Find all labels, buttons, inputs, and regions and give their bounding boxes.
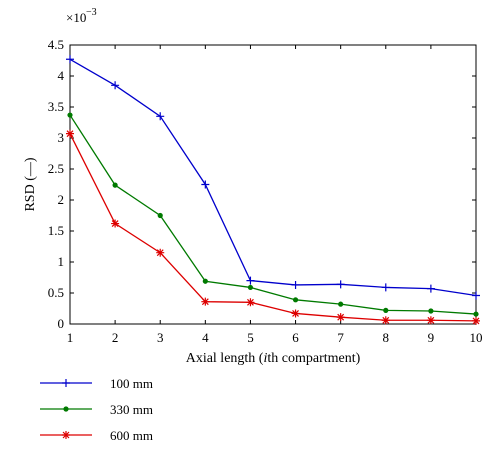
dot-marker <box>67 112 73 118</box>
series-0 <box>66 55 480 300</box>
star-marker <box>381 316 390 325</box>
y-tick-label: 1 <box>58 254 65 269</box>
y-tick-label: 1.5 <box>48 223 64 238</box>
star-marker <box>246 298 255 307</box>
series-layer <box>66 55 480 325</box>
plus-marker <box>246 276 255 285</box>
y-axis-multiplier: ×10 −3 <box>66 7 97 25</box>
x-tick-label: 4 <box>202 330 209 345</box>
plus-marker <box>336 280 345 289</box>
x-tick-label: 3 <box>157 330 164 345</box>
series-1 <box>67 112 479 317</box>
series-2 <box>66 129 480 325</box>
star-marker <box>426 316 435 325</box>
y-axis-label: RSD (—) <box>23 157 38 211</box>
series-line <box>69 58 477 297</box>
plus-marker <box>111 81 120 90</box>
x-axis-label-italic: i <box>263 351 267 366</box>
legend-label: 600 mm <box>110 428 153 443</box>
x-tick-label: 6 <box>292 330 299 345</box>
star-marker <box>472 316 480 325</box>
y-multiplier-base: ×10 <box>66 10 86 25</box>
y-tick-label: 4.5 <box>48 37 64 52</box>
legend-label: 330 mm <box>110 402 153 417</box>
y-tick-label: 0 <box>58 316 65 331</box>
dot-marker <box>292 297 299 303</box>
y-multiplier-exponent: −3 <box>86 7 97 18</box>
plot-area-frame <box>69 44 477 325</box>
plus-marker <box>472 291 480 300</box>
plus-marker <box>291 280 300 289</box>
legend-item: 600 mm <box>40 428 153 443</box>
legend: 100 mm 330 mm 600 mm <box>40 376 153 443</box>
plus-marker <box>156 112 165 121</box>
dot-marker <box>202 278 208 284</box>
x-tick-label: 5 <box>247 330 254 345</box>
dot-marker <box>112 182 118 188</box>
dot-marker <box>338 301 344 307</box>
y-tick-label: 3.5 <box>48 99 64 114</box>
x-tick-label: 8 <box>383 330 390 345</box>
series-line <box>69 114 477 315</box>
star-marker <box>291 309 300 318</box>
x-tick-label: 1 <box>67 330 74 345</box>
plus-marker <box>201 180 210 189</box>
star-marker <box>111 219 120 228</box>
y-tick-label: 4 <box>58 68 65 83</box>
x-axis-label-part1: Axial length ( <box>186 351 264 366</box>
x-axis-label-part2: th compartment) <box>267 351 360 366</box>
dot-marker <box>383 307 389 313</box>
series-line <box>69 133 477 322</box>
star-marker <box>66 129 74 138</box>
x-tick-label: 7 <box>337 330 344 345</box>
legend-item: 100 mm <box>40 376 153 391</box>
plus-marker <box>381 283 390 292</box>
star-marker <box>156 248 165 257</box>
legend-item: 330 mm <box>40 402 153 417</box>
x-tick-label: 9 <box>428 330 435 345</box>
x-tick-label: 2 <box>112 330 119 345</box>
star-marker <box>62 431 70 439</box>
plus-marker <box>426 284 435 293</box>
dot-marker <box>428 308 434 314</box>
y-tick-label: 3 <box>58 130 65 145</box>
dot-marker <box>473 311 479 317</box>
plus-marker <box>62 379 70 387</box>
y-tick-label: 2.5 <box>48 161 64 176</box>
legend-label: 100 mm <box>110 376 153 391</box>
plus-marker <box>66 55 74 64</box>
y-tick-label: 2 <box>58 192 65 207</box>
x-axis-label: Axial length (ith compartment) <box>186 351 361 366</box>
star-marker <box>336 313 345 322</box>
axis-ticks: 1 2 3 4 5 6 7 8 9 10 0 0.5 1 1.5 2 2.5 3 3.5 4 4.5 <box>48 37 483 345</box>
y-tick-label: 0.5 <box>48 285 64 300</box>
star-marker <box>201 297 210 306</box>
dot-marker <box>157 212 163 219</box>
x-tick-label: 10 <box>470 330 483 345</box>
dot-marker <box>63 406 69 412</box>
dot-marker <box>247 284 254 291</box>
